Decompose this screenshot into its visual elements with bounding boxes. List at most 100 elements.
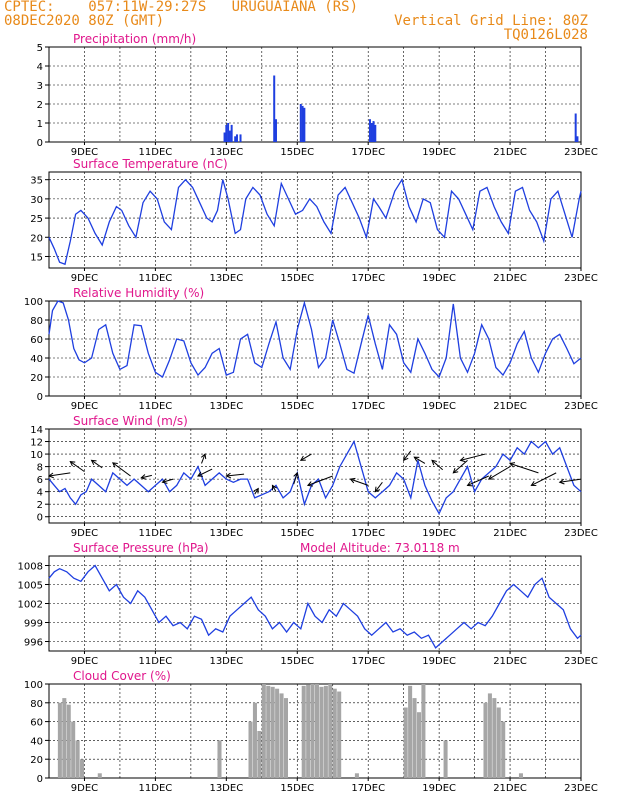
precip-ytick-label: 4 (37, 62, 43, 73)
header-location: CPTEC: 057:11W-29:27S URUGUAIANA (RS) (4, 0, 359, 15)
rh-title: Relative Humidity (%) (73, 286, 204, 300)
pres-xtick-label: 19DEC (422, 656, 456, 667)
wind-ytick-label: 6 (37, 475, 43, 486)
cloud-bar (421, 684, 426, 778)
precip-xtick-label: 11DEC (139, 147, 173, 158)
rh-ytick-label: 80 (30, 316, 43, 327)
pres-xtick-label: 17DEC (351, 656, 385, 667)
rh-xtick-label: 9DEC (71, 401, 98, 412)
wind-ytick-label: 12 (30, 438, 43, 449)
wind-arrow (254, 488, 259, 495)
cloud-bar (496, 707, 501, 778)
wind-arrow-head (197, 471, 203, 477)
pres-xtick-label: 23DEC (564, 656, 598, 667)
wind-arrow-head (349, 477, 356, 484)
wind-arrow-head (161, 478, 168, 484)
cloud-xtick-label: 23DEC (564, 783, 598, 794)
precip-bar (228, 130, 231, 142)
precip-bar (274, 119, 277, 142)
cloud-bar (252, 702, 257, 778)
pres-xtick-label: 21DEC (493, 656, 527, 667)
cloud-bar (266, 685, 271, 778)
wind-ytick-label: 8 (37, 463, 43, 474)
wind-arrow-head (140, 474, 147, 480)
wind-arrow-head (466, 481, 473, 487)
temp-xtick-label: 11DEC (139, 273, 173, 284)
precip-ytick-label: 5 (37, 43, 43, 54)
wind-arrow-head (112, 462, 118, 468)
precip-ytick-label: 1 (37, 119, 43, 130)
wind-arrow-head (225, 472, 232, 479)
cloud-bar (319, 686, 324, 778)
header-model-id: TQ0126L028 (503, 27, 588, 43)
wind-arrow (531, 472, 557, 486)
wind-ytick-label: 2 (37, 500, 43, 511)
cloud-bar (328, 684, 333, 778)
wind-arrow-head (413, 456, 420, 462)
pres-title: Surface Pressure (hPa) (73, 541, 209, 555)
cloud-title: Cloud Cover (%) (73, 669, 171, 683)
cloud-ytick-label: 0 (37, 774, 43, 785)
wind-title: Surface Wind (m/s) (73, 414, 188, 428)
cloud-ytick-label: 100 (24, 680, 43, 691)
wind-xtick-label: 13DEC (209, 528, 243, 539)
cloud-xtick-label: 19DEC (422, 783, 456, 794)
temp-ytick-label: 25 (30, 214, 43, 225)
wind-arrow (374, 481, 383, 492)
wind-arrow-head (530, 480, 537, 487)
pres-ytick-label: 1005 (18, 581, 43, 592)
wind-arrows (47, 450, 582, 495)
precip-xtick-label: 9DEC (71, 147, 98, 158)
rh-xtick-label: 15DEC (280, 401, 314, 412)
rh-ytick-label: 100 (24, 297, 43, 308)
wind-arrow (460, 453, 486, 461)
precip-bar (223, 132, 226, 142)
wind-arrow-head (487, 474, 494, 480)
wind-arrow-head (293, 471, 299, 478)
cloud-bar (62, 698, 67, 778)
cloud-bar (332, 688, 337, 778)
cloud-bar (275, 688, 280, 778)
precip-bar (301, 105, 304, 142)
precip-bar (374, 124, 377, 142)
cloud-bar (71, 721, 76, 778)
temp-panel: 15 20 25 30 35 9DEC 11DEC 13DEC 15DEC 17DEC 19DEC 2… (30, 157, 598, 284)
wind-arrow (226, 473, 245, 477)
cloud-bar (487, 693, 492, 778)
temp-xtick-label: 19DEC (422, 273, 456, 284)
precip-frame (48, 46, 582, 143)
cloud-bar (306, 684, 311, 778)
precip-xtick-label: 23DEC (564, 147, 598, 158)
wind-arrow-head (558, 478, 565, 485)
cloud-xtick-label: 17DEC (351, 783, 385, 794)
wind-arrow (272, 485, 277, 492)
wind-arrow (350, 478, 369, 486)
wind-arrow (488, 466, 511, 480)
cloud-xtick-label: 13DEC (209, 783, 243, 794)
precip-xtick-label: 17DEC (351, 147, 385, 158)
rh-xtick-label: 21DEC (493, 401, 527, 412)
wind-arrow (141, 474, 152, 479)
cloud-bar (217, 740, 222, 778)
pres-xtick-label: 13DEC (209, 656, 243, 667)
rh-ytick-label: 60 (30, 335, 43, 346)
cloud-bar (492, 698, 497, 778)
wind-arrow (431, 459, 444, 471)
rh-ytick-label: 40 (30, 354, 43, 365)
precip-bar (230, 124, 233, 142)
cloud-bar (257, 731, 262, 778)
wind-arrow-head (271, 484, 277, 491)
precip-xtick-label: 13DEC (209, 147, 243, 158)
rh-xtick-label: 13DEC (209, 401, 243, 412)
precip-bar (370, 123, 373, 142)
precip-bar (234, 136, 237, 142)
cloud-bar (248, 721, 253, 778)
rh-ytick-label: 20 (30, 373, 43, 384)
wind-xtick-label: 21DEC (493, 528, 527, 539)
pres-ytick-label: 1008 (18, 562, 43, 573)
rh-xtick-label: 11DEC (139, 401, 173, 412)
precip-bar (574, 113, 577, 142)
cloud-bar (270, 686, 275, 778)
cloud-bar (403, 707, 408, 778)
